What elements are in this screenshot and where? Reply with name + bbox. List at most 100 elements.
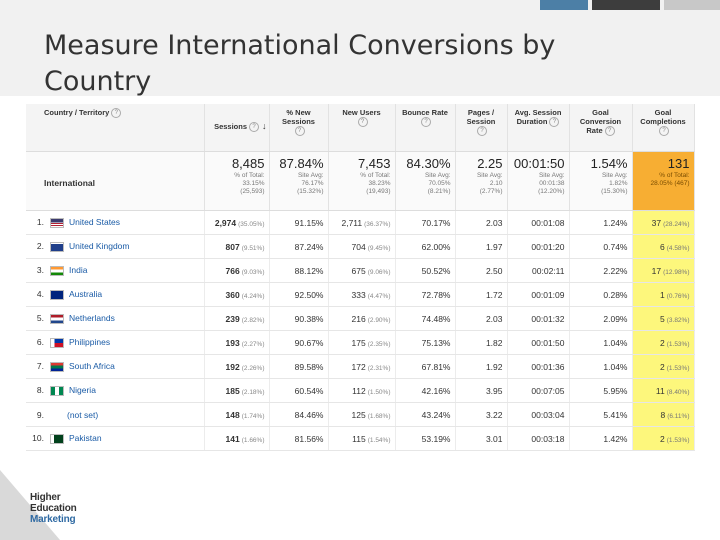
row-new-sessions: 89.58% xyxy=(269,354,329,379)
new-users-value: 125 xyxy=(351,409,366,420)
row-goal-conversion-rate: 1.24% xyxy=(569,210,633,235)
column-header-goal-completions[interactable]: Goal Completions? xyxy=(632,104,695,152)
corner-decoration xyxy=(0,470,60,540)
row-index: 9. xyxy=(36,409,44,420)
new-users-value: 2,711 xyxy=(341,217,363,228)
sessions-percent: (2.18%) xyxy=(241,388,265,396)
help-icon[interactable]: ? xyxy=(294,126,305,137)
new-users-percent: (2.35%) xyxy=(367,340,391,348)
row-bounce-rate: 50.52% xyxy=(395,258,456,283)
column-header-pages-session[interactable]: Pages / Session? xyxy=(455,104,508,152)
accent-bar-gray xyxy=(664,0,720,10)
sessions-percent: (2.27%) xyxy=(241,340,265,348)
goal-completions-value: 37 xyxy=(651,217,662,228)
summary-row: International 8,485% of Total: 33.15% (25,… xyxy=(26,151,695,211)
row-country-cell: 1. United States xyxy=(26,210,205,235)
column-header-sessions[interactable]: Sessions? ↓ xyxy=(204,104,270,152)
row-goal-conversion-rate: 0.28% xyxy=(569,282,633,307)
row-goal-conversion-rate: 1.04% xyxy=(569,354,633,379)
country-link[interactable]: (not set) xyxy=(67,409,99,420)
help-icon[interactable]: ? xyxy=(659,126,669,137)
row-avg-duration: 00:01:08 xyxy=(507,210,570,235)
row-index: 10. xyxy=(32,433,44,444)
new-users-percent: (1.54%) xyxy=(367,436,391,444)
column-header-goal-conversion-rate[interactable]: Goal Conversion Rate? xyxy=(569,104,633,152)
table-row[interactable]: 6. Philippines 193 (2.27%) 90.67% 175 (2.35%) 7… xyxy=(26,330,695,355)
analytics-report-table: Country / Territory? Sessions? ↓ % New Se… xyxy=(26,104,695,451)
column-header-label: Pages / Session xyxy=(466,108,496,126)
table-row[interactable]: 2. United Kingdom 807 (9.51%) 87.24% 704 (9.45… xyxy=(26,234,695,259)
goal-completions-value: 2 xyxy=(660,433,665,444)
country-link[interactable]: United States xyxy=(69,217,121,228)
column-header-bounce-rate[interactable]: Bounce Rate? xyxy=(395,104,456,152)
summary-caption: (19,493) xyxy=(366,188,391,195)
row-new-users: 704 (9.45%) xyxy=(328,234,396,259)
table-row[interactable]: 10. Pakistan 141 (1.66%) 81.56% 115 (1.54%) 53.… xyxy=(26,426,695,451)
table-row[interactable]: 5. Netherlands 239 (2.82%) 90.38% 216 (2.90%) 7… xyxy=(26,306,695,331)
sessions-value: 807 xyxy=(225,241,240,252)
goal-completions-percent: (1.53%) xyxy=(666,364,690,372)
help-icon[interactable]: ? xyxy=(249,122,259,133)
help-icon[interactable]: ? xyxy=(357,117,368,128)
table-row[interactable]: 8. Nigeria 185 (2.18%) 60.54% 112 (1.50%) 42.16… xyxy=(26,378,695,403)
dimension-header[interactable]: Country / Territory? xyxy=(26,104,205,152)
row-index: 4. xyxy=(36,289,44,300)
goal-completions-value: 17 xyxy=(651,265,662,276)
country-link[interactable]: Netherlands xyxy=(69,313,115,324)
summary-caption: (15.32%) xyxy=(297,188,324,195)
table-row[interactable]: 1. United States 2,974 (35.05%) 91.15% 2,711(… xyxy=(26,210,695,235)
row-sessions: 239 (2.82%) xyxy=(204,306,270,331)
column-header-new-sessions[interactable]: % New Sessions? xyxy=(269,104,329,152)
new-users-value: 333 xyxy=(351,289,366,300)
title-band xyxy=(0,0,720,96)
sessions-percent: (2.82%) xyxy=(241,316,265,324)
row-avg-duration: 00:02:11 xyxy=(507,258,570,283)
summary-bounce-rate: 84.30% Site Avg: 70.05% (8.21%) xyxy=(395,151,456,211)
new-users-percent: (2.90%) xyxy=(367,316,391,324)
country-link[interactable]: Pakistan xyxy=(69,433,102,444)
dimension-header-label: Country / Territory xyxy=(44,108,110,117)
row-sessions: 2,974 (35.05%) xyxy=(204,210,270,235)
help-icon[interactable]: ? xyxy=(477,126,487,137)
sessions-value: 192 xyxy=(225,361,240,372)
summary-caption: 1.82% xyxy=(609,180,628,187)
goal-completions-percent: (8.40%) xyxy=(666,388,690,396)
table-row[interactable]: 7. South Africa 192 (2.26%) 89.58% 172 (2.31%)… xyxy=(26,354,695,379)
table-row[interactable]: 4. Australia 360 (4.24%) 92.50% 333 (4.47%) 72.… xyxy=(26,282,695,307)
goal-completions-value: 2 xyxy=(660,337,665,348)
table-row[interactable]: 9. (not set) 148 (1.74%) 84.46% 125 (1.68%) 43.… xyxy=(26,402,695,427)
row-goal-completions: 1 (0.76%) xyxy=(632,282,695,307)
country-link[interactable]: Nigeria xyxy=(69,385,96,396)
help-icon[interactable]: ? xyxy=(549,117,560,128)
sort-descending-icon[interactable]: ↓ xyxy=(262,121,267,131)
row-sessions: 185 (2.18%) xyxy=(204,378,270,403)
pk-flag-icon xyxy=(50,433,64,444)
country-link[interactable]: India xyxy=(69,265,88,276)
za-flag-icon xyxy=(50,361,64,372)
new-users-value: 112 xyxy=(352,385,366,396)
summary-value: 84.30% xyxy=(406,156,451,171)
table-row[interactable]: 3. India 766 (9.03%) 88.12% 675 (9.06%) 50.52% 2… xyxy=(26,258,695,283)
help-icon[interactable]: ? xyxy=(421,117,431,128)
summary-new-users: 7,453% of Total: 38.23% (19,493) xyxy=(328,151,396,211)
help-icon[interactable]: ? xyxy=(111,108,122,119)
help-icon[interactable]: ? xyxy=(604,126,615,137)
country-link[interactable]: South Africa xyxy=(69,361,115,372)
row-avg-duration: 00:03:04 xyxy=(507,402,570,427)
summary-avg-duration: 00:01:50 Site Avg: 00:01:38 (12.20%) xyxy=(507,151,570,211)
row-pages-session: 1.82 xyxy=(455,330,508,355)
country-link[interactable]: United Kingdom xyxy=(69,241,130,252)
goal-completions-percent: (28.24%) xyxy=(663,220,690,228)
column-header-avg-duration[interactable]: Avg. Session Duration? xyxy=(507,104,570,152)
goal-completions-percent: (1.53%) xyxy=(666,436,690,444)
row-avg-duration: 00:03:18 xyxy=(507,426,570,451)
row-new-users: 172 (2.31%) xyxy=(328,354,396,379)
row-bounce-rate: 43.24% xyxy=(395,402,456,427)
accent-bar-blue xyxy=(540,0,588,10)
summary-caption: 33.15% xyxy=(242,180,265,187)
summary-caption: Site Avg: xyxy=(297,172,324,179)
country-link[interactable]: Philippines xyxy=(69,337,111,348)
column-header-new-users[interactable]: New Users? xyxy=(328,104,396,152)
sessions-value: 766 xyxy=(225,265,240,276)
country-link[interactable]: Australia xyxy=(69,289,103,300)
